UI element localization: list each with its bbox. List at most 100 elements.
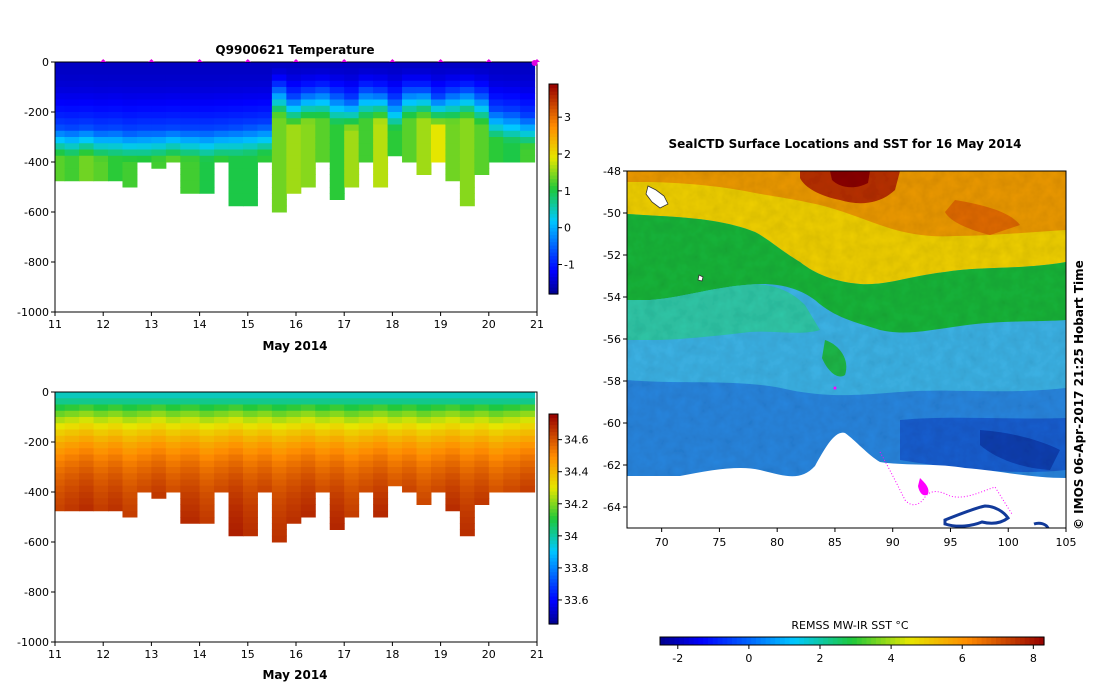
temperature-cell [93, 149, 109, 157]
temperature-cell [55, 99, 66, 107]
salinity-cell [344, 448, 360, 455]
colorbar-segment [549, 613, 558, 618]
salinity-cell [151, 467, 167, 474]
x-tick-label: 20 [482, 318, 496, 331]
colorbar-segment [828, 637, 834, 645]
temperature-cell [387, 137, 403, 144]
y-tick-label: -1000 [17, 636, 49, 649]
x-tick-label: 21 [530, 648, 544, 661]
salinity-cell [300, 398, 316, 405]
temperature-cell [358, 68, 374, 75]
colorbar-segment [549, 561, 558, 566]
salinity-cell [503, 454, 521, 462]
salinity-cell [358, 485, 374, 493]
temperature-cell [315, 143, 331, 150]
salinity-cell [199, 429, 215, 437]
salinity-cell [64, 485, 80, 493]
profile-marker [341, 59, 348, 62]
colorbar-segment [549, 435, 558, 440]
temperature-cell [199, 155, 215, 163]
temperature-cell [520, 149, 536, 157]
temperature-cell [430, 93, 446, 100]
salinity-cell [329, 410, 345, 418]
salinity-cell [402, 460, 417, 468]
salinity-cell [271, 504, 287, 512]
colorbar-segment [717, 637, 723, 645]
temperature-cell [520, 143, 536, 150]
salinity-cell [474, 423, 490, 430]
salinity-cell [402, 435, 417, 443]
salinity-cell [520, 404, 536, 412]
salinity-cell [459, 410, 475, 418]
salinity-cell [151, 460, 167, 468]
salinity-cell [373, 479, 389, 487]
temperature-cell [180, 180, 201, 188]
temperature-cell [271, 193, 287, 200]
colorbar-segment [549, 620, 558, 625]
colorbar-segment [900, 637, 906, 645]
salinity-cell [329, 404, 345, 412]
temperature-cell [151, 143, 167, 150]
salinity-cell [300, 479, 316, 487]
x-tick-label: 12 [96, 648, 110, 661]
temperature-cell [315, 112, 331, 119]
colorbar-segment [549, 290, 558, 295]
colorbar-segment [549, 515, 558, 520]
salinity-cell [64, 479, 80, 487]
colorbar-segment [732, 637, 738, 645]
temperature-cell [108, 174, 123, 182]
temperature-cell [64, 62, 80, 69]
temperature-cell [430, 99, 446, 107]
colorbar-segment [549, 459, 558, 464]
temperature-cell [503, 149, 521, 157]
salinity-cell [214, 417, 230, 424]
temperature-cell [488, 130, 504, 138]
salinity-cell [373, 473, 389, 480]
colorbar-segment [688, 637, 695, 645]
temperature-cell [122, 155, 138, 163]
salinity-cell [300, 410, 316, 418]
temperature-cell [271, 99, 287, 107]
salinity-cell [387, 467, 403, 474]
salinity-cell [329, 467, 345, 474]
temperature-cell [503, 124, 521, 132]
salinity-cell [358, 429, 374, 437]
salinity-cell [459, 429, 475, 437]
temperature-cell [55, 80, 66, 88]
salinity-cell [300, 417, 316, 424]
temperature-cell [329, 149, 345, 157]
salinity-cell [64, 435, 80, 443]
salinity-cell [315, 467, 331, 474]
temperature-cell [459, 168, 475, 175]
salinity-cell [242, 517, 258, 524]
temperature-cell [93, 118, 109, 125]
colorbar-segment [679, 637, 685, 645]
temperature-cell [286, 130, 302, 138]
salinity-cell [358, 392, 374, 399]
temperature-cell [136, 130, 152, 138]
colorbar-segment [549, 564, 558, 569]
salinity-cell [445, 485, 461, 493]
salinity-cell [257, 435, 273, 443]
colorbar-segment [549, 536, 558, 541]
salinity-cell [315, 454, 331, 462]
temperature-cell [257, 155, 273, 163]
temperature-cell [108, 137, 123, 144]
salinity-cell [459, 467, 475, 474]
temperature-cell [165, 112, 181, 119]
salinity-cell [300, 460, 316, 468]
temperature-cell [315, 99, 331, 107]
salinity-cell [55, 392, 66, 399]
salinity-cell [79, 392, 95, 399]
salinity-cell [257, 410, 273, 418]
salinity-cell [445, 498, 461, 505]
salinity-cell [445, 392, 461, 399]
salinity-cell [199, 517, 215, 524]
salinity-cell [228, 442, 244, 449]
temperature-cell [488, 74, 504, 82]
temperature-cell [520, 137, 536, 144]
y-tick-label: -800 [24, 256, 49, 269]
salinity-cell [214, 473, 230, 480]
temperature-cell [373, 174, 389, 182]
